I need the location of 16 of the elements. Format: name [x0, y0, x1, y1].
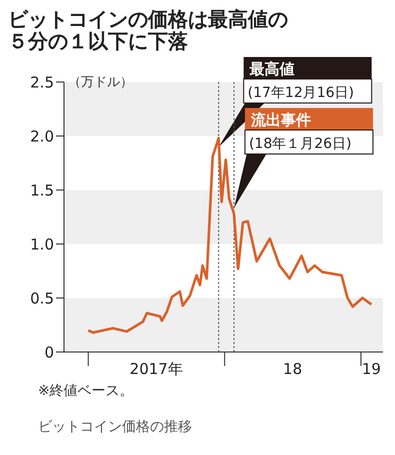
ref-line-label: 最高値 (17年12月16日) — [248, 60, 354, 101]
ref-line-label: 流出事件 (18年１月26日) — [248, 111, 352, 152]
text: ビットコイン価格の推移 — [38, 418, 193, 436]
y-tick-label: 0 — [44, 343, 54, 362]
x-tick-label: 2017年 — [130, 360, 183, 378]
y-tick-label: 1.0 — [30, 235, 54, 254]
y-tick-label: 2.0 — [30, 127, 54, 146]
chart-title: ビットコインの価格は最高値の５分の１以下に下落 — [8, 7, 289, 53]
x-tick-label: 19 — [362, 360, 381, 378]
x-tick-label: 18 — [283, 360, 302, 378]
y-tick-label: 2.5 — [30, 73, 54, 92]
line-series — [86, 136, 373, 334]
y-tick-label: 0.5 — [30, 289, 54, 308]
y-axis-title: （万ドル） — [68, 75, 133, 90]
text: ※終値ベース。 — [38, 382, 135, 400]
y-tick-label: 1.5 — [30, 181, 54, 200]
